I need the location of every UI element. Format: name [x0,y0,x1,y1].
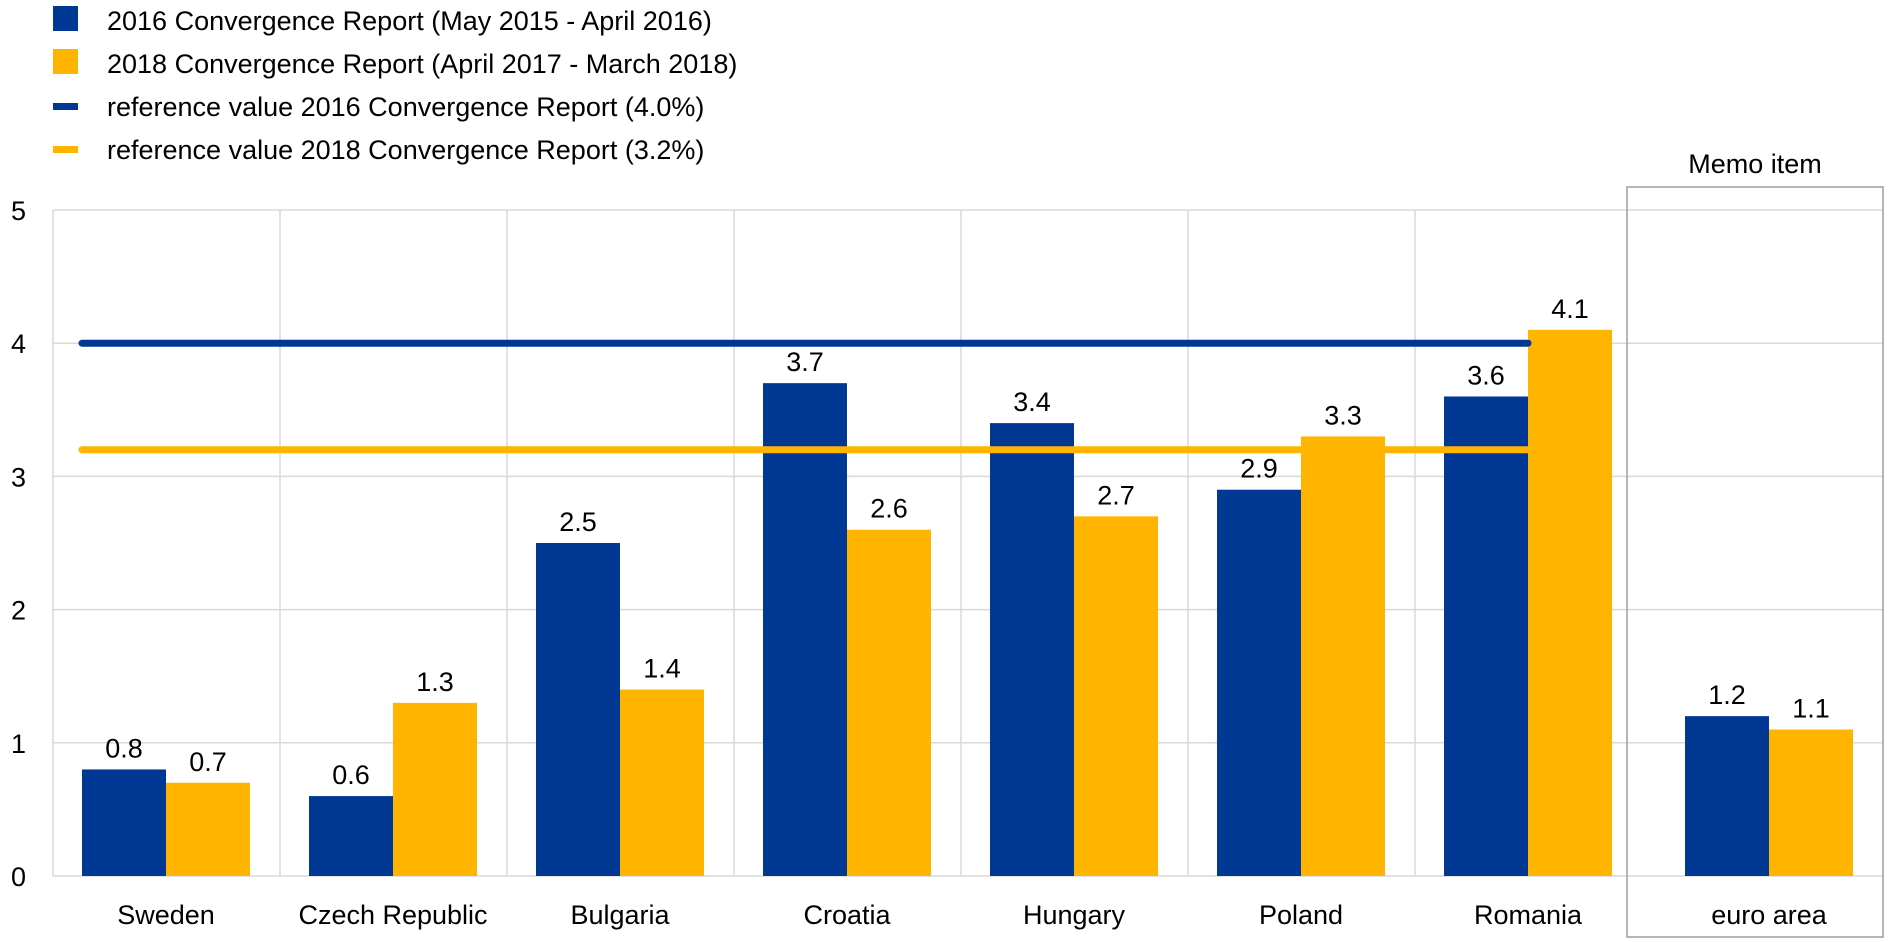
y-tick-label: 1 [11,729,26,759]
legend: 2016 Convergence Report (May 2015 - Apri… [53,6,737,165]
legend-swatch-1 [53,6,78,31]
legend-swatch-2 [53,49,78,74]
data-label-sweden-series-2: 0.7 [189,747,227,777]
bar-czech-republic-series-1 [309,796,393,876]
bar-croatia-series-1 [763,383,847,876]
data-label-croatia-series-1: 3.7 [786,347,824,377]
bar-hungary-series-1 [990,423,1074,876]
x-tick-label-sweden: Sweden [117,900,215,930]
y-tick-label: 3 [11,462,26,492]
data-label-euro-area-series-2: 1.1 [1792,693,1830,723]
x-tick-label-poland: Poland [1259,900,1343,930]
data-label-czech-republic-series-2: 1.3 [416,667,454,697]
bar-euro-area-series-2 [1769,729,1853,876]
data-label-bulgaria-series-1: 2.5 [559,507,597,537]
bar-euro-area-series-1 [1685,716,1769,876]
bar-bulgaria-series-1 [536,543,620,876]
x-tick-label-euro-area: euro area [1711,900,1828,930]
memo-box: Memo item [1626,149,1884,938]
data-label-romania-series-1: 3.6 [1467,360,1505,390]
data-label-poland-series-2: 3.3 [1324,400,1362,430]
y-tick-label: 4 [11,329,26,359]
bar-czech-republic-series-2 [393,702,477,876]
memo-item-label: Memo item [1688,149,1822,179]
bar-poland-series-2 [1301,436,1385,876]
data-label-romania-series-2: 4.1 [1551,294,1589,324]
x-tick-label-romania: Romania [1474,900,1583,930]
legend-label-3: reference value 2016 Convergence Report … [107,92,704,122]
bar-hungary-series-2 [1074,516,1158,876]
y-tick-label: 0 [11,862,26,892]
bar-sweden-series-1 [82,769,166,876]
data-label-sweden-series-1: 0.8 [105,733,143,763]
data-label-czech-republic-series-1: 0.6 [332,760,370,790]
bar-bulgaria-series-2 [620,689,704,876]
legend-label-2: 2018 Convergence Report (April 2017 - Ma… [107,49,737,79]
data-label-hungary-series-1: 3.4 [1013,387,1051,417]
y-tick-label: 2 [11,596,26,626]
bar-romania-series-2 [1528,329,1612,876]
data-label-bulgaria-series-2: 1.4 [643,654,681,684]
data-labels: 0.8 0.6 2.5 3.7 3.4 2.9 3.6 1.2 0.7 1.3 1.4 2.6 2.7 3… [105,294,1830,790]
data-label-poland-series-1: 2.9 [1240,454,1278,484]
y-tick-label: 5 [11,196,26,226]
bar-croatia-series-2 [847,529,931,876]
legend-label-4: reference value 2018 Convergence Report … [107,135,704,165]
reference-lines [78,339,1532,454]
data-label-euro-area-series-1: 1.2 [1708,680,1746,710]
x-tick-label-croatia: Croatia [803,900,891,930]
x-tick-label-hungary: Hungary [1023,900,1126,930]
data-label-croatia-series-2: 2.6 [870,494,908,524]
data-label-hungary-series-2: 2.7 [1097,480,1135,510]
legend-swatch-4 [53,146,78,153]
bar-romania-series-1 [1444,396,1528,876]
bars [82,329,1853,876]
legend-label-1: 2016 Convergence Report (May 2015 - Apri… [107,6,712,36]
bar-poland-series-1 [1217,489,1301,876]
x-tick-label-czech-republic: Czech Republic [298,900,487,930]
x-tick-label-bulgaria: Bulgaria [570,900,670,930]
bar-sweden-series-2 [166,782,250,876]
legend-swatch-3 [53,103,78,110]
axes: 0 1 2 3 4 5 Sweden Czech Republic Bulgaria Croati… [11,196,1828,930]
